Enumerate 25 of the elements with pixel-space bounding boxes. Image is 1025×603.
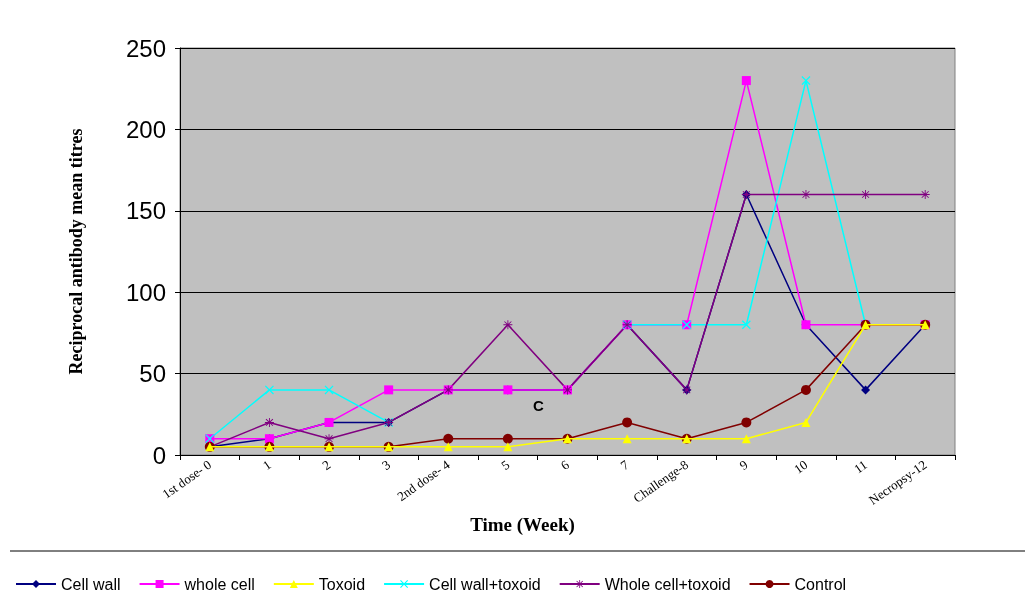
x-tick-label: 11 xyxy=(851,456,870,477)
x-tick-label: 10 xyxy=(791,456,811,477)
y-tick-label: 0 xyxy=(152,441,166,469)
x-tick-label: 1 xyxy=(259,456,274,473)
legend-label: Cell wall+toxoid xyxy=(429,575,541,593)
legend-label: whole cell xyxy=(183,575,255,593)
legend-label: Toxoid xyxy=(318,575,366,593)
y-axis-title: Reciprocal antibody mean titres xyxy=(66,128,86,375)
y-tick-label: 150 xyxy=(125,197,166,225)
x-axis-title: Time (Week) xyxy=(470,514,575,536)
x-tick-label: 3 xyxy=(379,456,393,473)
legend-label: Whole cell+toxoid xyxy=(604,575,731,593)
x-tick-label: 2 xyxy=(319,456,334,473)
x-tick-label: 9 xyxy=(736,456,751,473)
y-tick-label: 200 xyxy=(125,115,166,143)
y-tick-label: 250 xyxy=(125,34,166,62)
legend-label: Control xyxy=(794,575,847,593)
x-tick-label: 6 xyxy=(557,456,573,473)
x-tick-label: 5 xyxy=(498,456,513,473)
annotation: C xyxy=(533,397,544,414)
legend-label: Cell wall xyxy=(61,575,121,593)
x-tick-label: 7 xyxy=(617,456,632,473)
y-tick-label: 50 xyxy=(139,360,166,388)
y-tick-label: 100 xyxy=(125,278,166,306)
x-tick-label: 2nd dose- 4 xyxy=(394,456,453,504)
